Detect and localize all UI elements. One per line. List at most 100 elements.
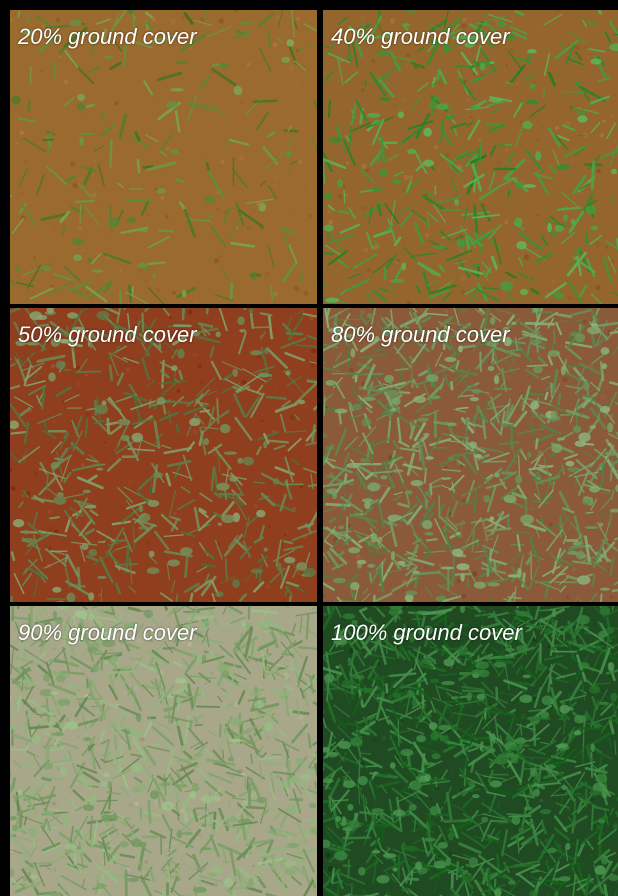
leaf-clump (76, 102, 85, 111)
grass-blade (159, 369, 170, 379)
grass-blade (285, 332, 304, 336)
grass-blade (290, 875, 302, 886)
grass-blade (613, 651, 618, 656)
grass-blade (456, 308, 466, 312)
leaf-clump (101, 714, 107, 720)
grass-blade (434, 708, 456, 731)
grass-blade (594, 448, 606, 458)
grass-blade (428, 77, 445, 88)
grass-blade (181, 658, 191, 668)
leaf-clump (598, 701, 610, 706)
leaf-clump (120, 434, 130, 442)
grass-blade (261, 633, 266, 643)
soil-speck (218, 254, 223, 259)
grass-blade (474, 879, 487, 896)
grass-blade (334, 381, 346, 399)
grass-blade (131, 40, 153, 49)
leaf-clump (265, 711, 272, 718)
grass-blade (17, 117, 37, 123)
grass-blade (32, 838, 36, 848)
leaf-clump (435, 596, 446, 602)
leaf-clump (232, 368, 239, 377)
grass-blade (21, 868, 40, 895)
soil-speck (391, 465, 397, 470)
grass-blade (604, 808, 609, 826)
grass-blade (183, 403, 211, 416)
grass-blade (180, 531, 195, 538)
soil-speck (11, 819, 17, 825)
grass-blade (180, 486, 191, 494)
grass-blade (256, 384, 264, 393)
grass-blade (406, 543, 419, 571)
leaf-clump (424, 762, 436, 766)
grass-blade (483, 15, 507, 23)
grass-blade (600, 703, 613, 716)
grass-blade (42, 818, 47, 832)
grass-blade (22, 265, 45, 277)
grass-blade (340, 288, 348, 296)
leaf-clump (104, 55, 114, 59)
grass-blade (307, 732, 312, 749)
grass-blade (486, 484, 497, 513)
grass-blade (507, 836, 525, 848)
leaf-clump (592, 782, 606, 793)
soil-speck (218, 18, 224, 24)
soil-speck (327, 866, 334, 872)
grass-blade (507, 708, 516, 715)
leaf-clump (493, 661, 506, 668)
grass-blade (93, 606, 113, 618)
grass-blade (513, 103, 522, 118)
grass-blade (120, 785, 130, 797)
leaf-clump (453, 893, 460, 896)
grass-blade (174, 110, 181, 133)
soil-speck (299, 27, 303, 30)
leaf-clump (547, 350, 561, 357)
soil-speck (510, 48, 514, 52)
soil-speck (409, 367, 411, 370)
leaf-clump (496, 20, 507, 28)
grass-blade (39, 794, 57, 801)
grass-blade (93, 651, 123, 656)
grass-blade (286, 479, 289, 488)
grass-blade (402, 24, 413, 38)
soil-speck (203, 152, 208, 157)
grass-blade (405, 10, 415, 14)
grass-blade (46, 135, 53, 148)
leaf-clump (541, 850, 547, 854)
grass-blade (455, 359, 460, 370)
grass-blade (272, 771, 296, 776)
grass-blade (336, 596, 343, 602)
grass-blade (288, 244, 298, 264)
soil-speck (512, 583, 514, 585)
grass-blade (324, 526, 337, 541)
grass-blade (517, 271, 536, 281)
grass-blade (119, 714, 126, 727)
leaf-clump (429, 38, 440, 46)
grass-blade (380, 135, 386, 164)
soil-background (10, 10, 317, 304)
grass-blade (174, 177, 184, 184)
grass-blade (125, 436, 140, 462)
soil-speck (436, 380, 439, 383)
soil-speck (127, 478, 134, 484)
grass-blade (429, 483, 433, 496)
soil-speck (360, 309, 365, 314)
soil-speck (449, 32, 451, 34)
grass-blade (418, 746, 437, 754)
soil-speck (559, 698, 561, 700)
soil-speck (599, 133, 605, 138)
grass-blade (575, 459, 598, 480)
grass-blade (409, 421, 414, 433)
grass-blade (261, 809, 270, 817)
soil-speck (288, 172, 291, 175)
grass-blade (409, 308, 412, 312)
grass-blade (590, 498, 598, 511)
soil-speck (461, 17, 467, 23)
grass-blade (141, 357, 151, 381)
leaf-clump (514, 217, 523, 227)
leaf-clump (323, 746, 330, 753)
grass-blade (451, 695, 471, 699)
grass-blade (446, 440, 462, 443)
grass-blade (576, 365, 586, 388)
grass-blade (60, 457, 71, 482)
